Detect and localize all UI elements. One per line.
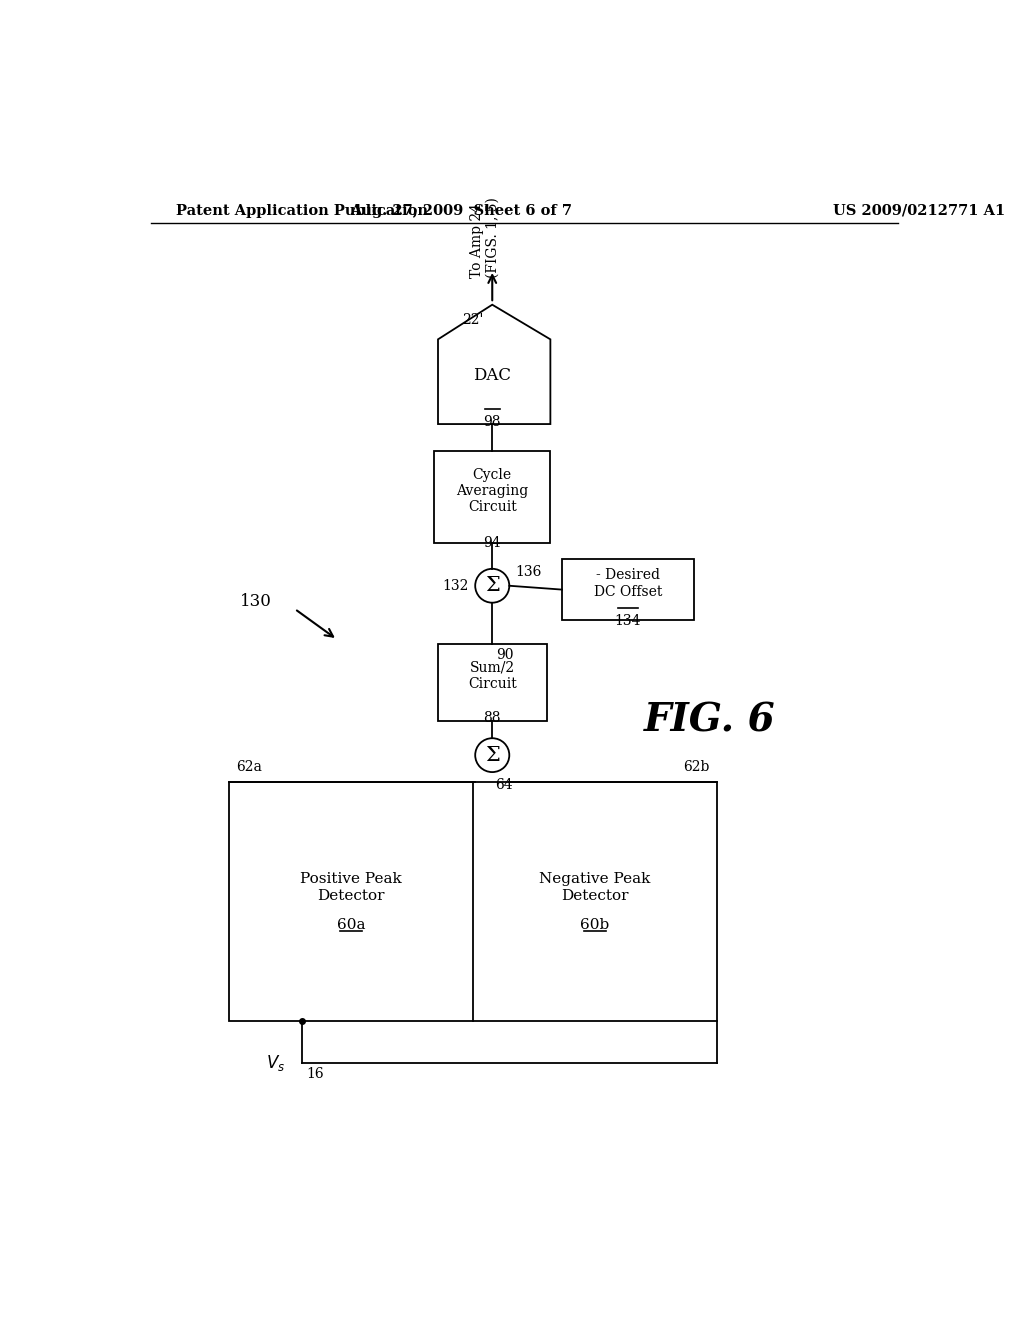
Bar bbox=[228, 781, 717, 1020]
Text: Cycle
Averaging
Circuit: Cycle Averaging Circuit bbox=[456, 467, 528, 515]
Text: 134: 134 bbox=[614, 614, 641, 628]
Text: US 2009/0212771 A1: US 2009/0212771 A1 bbox=[834, 203, 1006, 218]
Text: 98: 98 bbox=[483, 414, 501, 429]
Text: 60a: 60a bbox=[337, 917, 366, 932]
Text: 60b: 60b bbox=[581, 917, 609, 932]
Text: 136: 136 bbox=[515, 565, 542, 579]
Text: Patent Application Publication: Patent Application Publication bbox=[176, 203, 428, 218]
Text: DAC: DAC bbox=[473, 367, 511, 384]
Text: Sum/2
Circuit: Sum/2 Circuit bbox=[468, 661, 517, 690]
Text: Σ: Σ bbox=[485, 746, 500, 764]
Polygon shape bbox=[438, 305, 550, 424]
Text: 62a: 62a bbox=[237, 760, 262, 775]
Text: FIG. 6: FIG. 6 bbox=[643, 701, 775, 739]
Text: - Desired
DC Offset: - Desired DC Offset bbox=[594, 569, 663, 598]
Bar bbox=[438, 644, 547, 721]
Text: 22': 22' bbox=[462, 313, 483, 327]
Text: Σ: Σ bbox=[485, 577, 500, 595]
Text: 132: 132 bbox=[442, 578, 469, 593]
Text: 94: 94 bbox=[483, 536, 501, 549]
Text: 64: 64 bbox=[496, 779, 513, 792]
Text: $V_s$: $V_s$ bbox=[266, 1053, 286, 1073]
Bar bbox=[562, 558, 693, 620]
Text: To Amp 24
(FIGS. 1, 5): To Amp 24 (FIGS. 1, 5) bbox=[470, 197, 500, 277]
Text: 90: 90 bbox=[496, 648, 514, 663]
Text: 62b: 62b bbox=[683, 760, 710, 775]
Text: Aug. 27, 2009  Sheet 6 of 7: Aug. 27, 2009 Sheet 6 of 7 bbox=[350, 203, 572, 218]
Circle shape bbox=[475, 738, 509, 772]
Text: 88: 88 bbox=[483, 711, 501, 725]
Bar bbox=[434, 451, 550, 544]
Text: 130: 130 bbox=[240, 593, 271, 610]
Circle shape bbox=[475, 569, 509, 603]
Text: 16: 16 bbox=[306, 1067, 324, 1081]
Text: Negative Peak
Detector: Negative Peak Detector bbox=[540, 873, 650, 903]
Text: Positive Peak
Detector: Positive Peak Detector bbox=[300, 873, 401, 903]
